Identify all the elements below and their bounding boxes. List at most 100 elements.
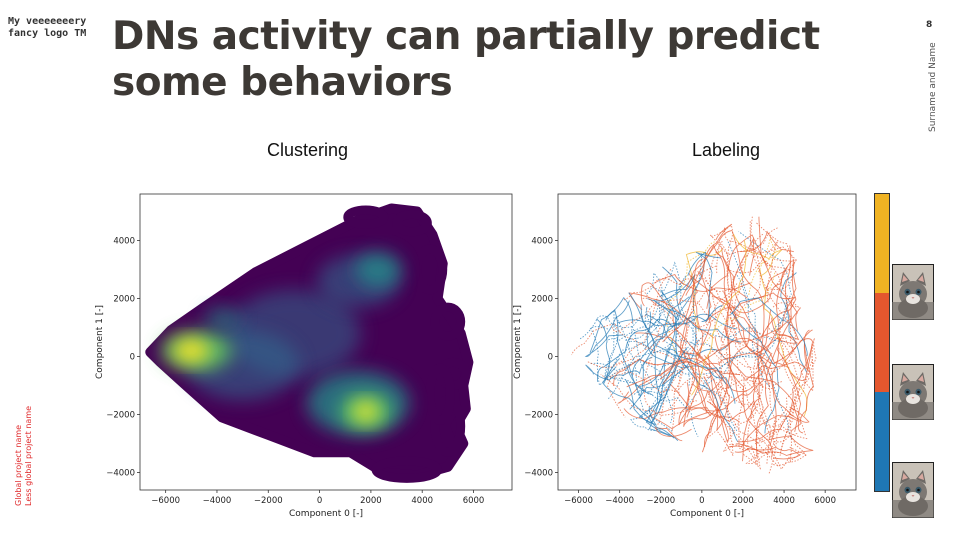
trajectory-line bbox=[659, 337, 771, 380]
trajectory-line bbox=[730, 297, 808, 357]
axes-frame bbox=[139, 193, 513, 491]
y-tick-label: 0 bbox=[130, 353, 135, 363]
trajectory-line bbox=[768, 413, 793, 474]
y-tick-label: −4000 bbox=[106, 469, 135, 479]
slide-number: 8 bbox=[926, 20, 933, 30]
trajectory-loop bbox=[371, 456, 443, 483]
trajectory-line bbox=[731, 306, 772, 438]
trajectory-line bbox=[684, 347, 759, 410]
axes-frame bbox=[557, 193, 857, 491]
trajectory-line bbox=[579, 314, 644, 340]
trajectory-line bbox=[571, 323, 677, 362]
trajectory-line bbox=[629, 327, 697, 410]
x-tick-label: −4000 bbox=[605, 496, 634, 506]
trajectory-line bbox=[669, 379, 764, 412]
density-region bbox=[355, 252, 402, 287]
trajectory-line bbox=[648, 400, 755, 430]
trajectory-line bbox=[696, 233, 764, 293]
trajectory-line bbox=[626, 359, 741, 388]
slide-title: DNs activity can partially predict some … bbox=[112, 14, 872, 106]
trajectory-line bbox=[661, 253, 703, 368]
trajectory-line bbox=[779, 337, 817, 456]
legend-segment-3 bbox=[875, 391, 889, 491]
density-region bbox=[204, 307, 241, 331]
legend-segment-2 bbox=[875, 292, 889, 392]
plot-area bbox=[571, 215, 817, 474]
trajectory-line bbox=[644, 306, 690, 386]
x-tick-label: −2000 bbox=[646, 496, 675, 506]
trajectory-line bbox=[689, 272, 776, 370]
x-tick-label: 4000 bbox=[411, 496, 433, 506]
trajectory-line bbox=[654, 289, 678, 412]
trajectory-line bbox=[701, 299, 787, 388]
trajectory-line bbox=[731, 311, 780, 434]
trajectory-line bbox=[704, 275, 796, 350]
trajectory-line bbox=[600, 373, 698, 416]
trajectory-loop bbox=[412, 244, 448, 295]
trajectory-line bbox=[622, 265, 717, 301]
y-axis-label: Component 1 [-] bbox=[513, 305, 523, 379]
trajectory-line bbox=[668, 289, 713, 410]
trajectory-line bbox=[677, 244, 748, 306]
trajectory-line bbox=[724, 326, 804, 434]
x-tick-label: −2000 bbox=[254, 496, 283, 506]
trajectory-line bbox=[721, 247, 790, 369]
y-tick-label: −4000 bbox=[524, 469, 553, 479]
trajectory-line bbox=[641, 280, 745, 328]
logo: My veeeeeeery fancy logo TM bbox=[8, 16, 86, 40]
x-tick-label: −6000 bbox=[151, 496, 180, 506]
trajectory-line bbox=[724, 226, 799, 262]
trajectory-line bbox=[596, 318, 687, 382]
labeling-plot: −6000 −4000 −2000 0 2000 4000 6000 −4000 −2000 0 2… bbox=[513, 193, 857, 519]
y-axis-label: Component 1 [-] bbox=[95, 305, 105, 379]
x-tick-label: −6000 bbox=[564, 496, 593, 506]
trajectory-line bbox=[602, 358, 675, 439]
kitten-thumbnail-1 bbox=[892, 264, 934, 320]
trajectory-line bbox=[742, 374, 757, 462]
logo-line-2: fancy logo TM bbox=[8, 28, 87, 39]
trajectory-line bbox=[622, 325, 654, 387]
trajectory-line bbox=[630, 372, 679, 431]
trajectory-line bbox=[586, 322, 671, 369]
density-region bbox=[173, 339, 210, 363]
trajectory-line bbox=[708, 240, 748, 394]
kitten-thumbnail-3 bbox=[892, 462, 934, 518]
kitten-icon bbox=[892, 264, 934, 320]
trajectory-line bbox=[741, 350, 764, 470]
trajectory-line bbox=[691, 309, 772, 366]
trajectory-line bbox=[750, 259, 797, 420]
trajectory-line bbox=[771, 347, 810, 423]
trajectory-line bbox=[778, 318, 806, 436]
trajectory-line bbox=[644, 292, 694, 401]
trajectory-line bbox=[653, 299, 741, 343]
trajectory-line bbox=[604, 310, 618, 379]
trajectory-line bbox=[790, 315, 814, 393]
trajectory-line bbox=[664, 298, 752, 360]
trajectory-line bbox=[709, 227, 779, 255]
y-tick-label: 4000 bbox=[531, 236, 553, 246]
trajectory-line bbox=[635, 332, 707, 414]
sub-project-name: Less global project name bbox=[24, 405, 33, 506]
kitten-icon bbox=[892, 364, 934, 420]
trajectory-line bbox=[662, 230, 733, 343]
x-tick-label: 0 bbox=[699, 496, 704, 506]
trajectory-line bbox=[692, 383, 729, 444]
trajectory-line bbox=[718, 383, 779, 467]
trajectory-line bbox=[716, 241, 743, 353]
trajectory-line bbox=[714, 378, 784, 399]
trajectory-line bbox=[759, 262, 797, 341]
trajectory-line bbox=[611, 299, 714, 333]
trajectory-line bbox=[789, 446, 807, 463]
trajectory-line bbox=[631, 305, 723, 377]
trajectory-line bbox=[729, 292, 796, 343]
trajectory-line bbox=[605, 341, 667, 399]
trajectory-line bbox=[723, 421, 751, 452]
trajectory-line bbox=[613, 357, 723, 406]
trajectory-line bbox=[696, 375, 759, 466]
trajectory-line bbox=[607, 340, 697, 400]
trajectory-loop bbox=[343, 205, 389, 229]
x-axis-label: Component 0 [-] bbox=[289, 509, 363, 519]
trajectory-line bbox=[654, 426, 692, 442]
y-tick-label: −2000 bbox=[106, 411, 135, 421]
x-tick-label: 6000 bbox=[814, 496, 836, 506]
